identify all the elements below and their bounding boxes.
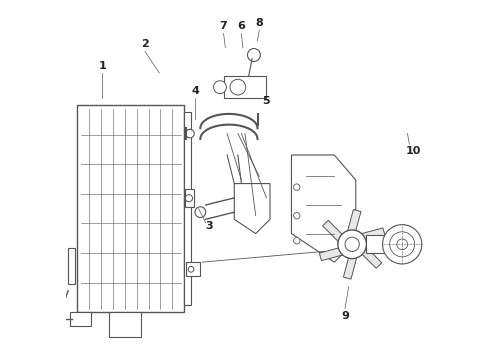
Polygon shape [343,251,358,279]
Circle shape [397,239,408,249]
Circle shape [230,79,245,95]
Polygon shape [292,155,356,262]
Bar [367,235,388,253]
Text: 6: 6 [238,21,245,31]
Text: 7: 7 [220,21,227,31]
Polygon shape [357,228,385,242]
Text: 5: 5 [263,96,270,107]
Polygon shape [234,184,270,234]
Bar [223,76,267,98]
Text: 4: 4 [191,86,199,96]
Text: 2: 2 [141,39,149,49]
Polygon shape [319,246,347,261]
Text: 1: 1 [98,61,106,71]
Bar [186,262,200,276]
Bar [77,105,184,312]
Circle shape [188,266,194,272]
Circle shape [247,49,260,62]
Circle shape [294,212,300,219]
Circle shape [390,232,415,257]
Circle shape [186,129,194,138]
Polygon shape [68,248,75,284]
Circle shape [294,238,300,244]
Circle shape [345,237,359,251]
Circle shape [383,225,422,264]
Circle shape [338,230,367,258]
Text: 10: 10 [405,147,420,157]
Text: 8: 8 [255,18,263,28]
Polygon shape [109,312,142,337]
Bar [184,112,191,305]
Text: 9: 9 [341,311,349,321]
Circle shape [294,184,300,190]
Text: 3: 3 [205,221,213,231]
Circle shape [185,195,193,202]
Polygon shape [70,312,92,327]
Circle shape [214,81,226,94]
Circle shape [195,207,206,217]
Polygon shape [322,220,347,245]
Bar [185,189,194,207]
Polygon shape [357,244,382,268]
Polygon shape [346,210,361,237]
